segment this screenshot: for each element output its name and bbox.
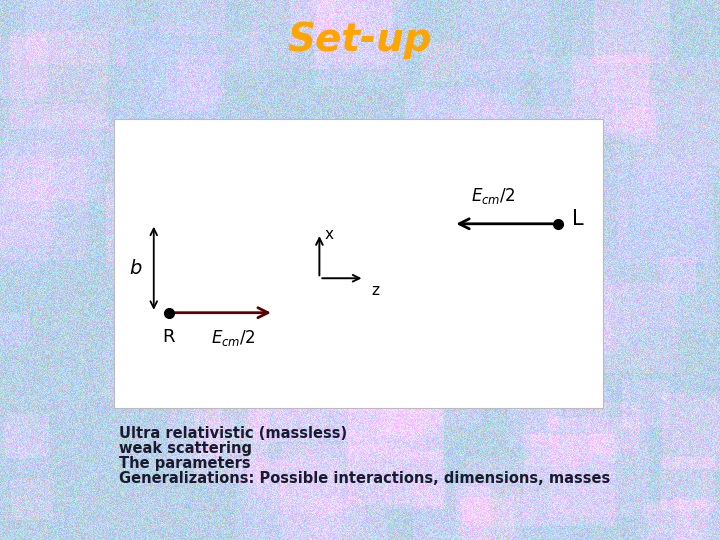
Text: The parameters: The parameters <box>119 456 251 471</box>
Text: z: z <box>372 284 379 298</box>
Text: weak scattering: weak scattering <box>119 441 252 456</box>
Text: L: L <box>572 209 584 229</box>
Text: Generalizations: Possible interactions, dimensions, masses: Generalizations: Possible interactions, … <box>119 471 610 485</box>
Text: Ultra relativistic (massless): Ultra relativistic (massless) <box>119 426 347 441</box>
Text: $E_{cm}/2$: $E_{cm}/2$ <box>212 328 256 348</box>
Text: b: b <box>130 259 142 278</box>
Bar <box>114 119 603 408</box>
Text: $E_{cm}/2$: $E_{cm}/2$ <box>471 186 516 206</box>
Text: x: x <box>325 227 333 242</box>
Text: R: R <box>163 328 175 346</box>
Text: Set-up: Set-up <box>288 21 432 59</box>
